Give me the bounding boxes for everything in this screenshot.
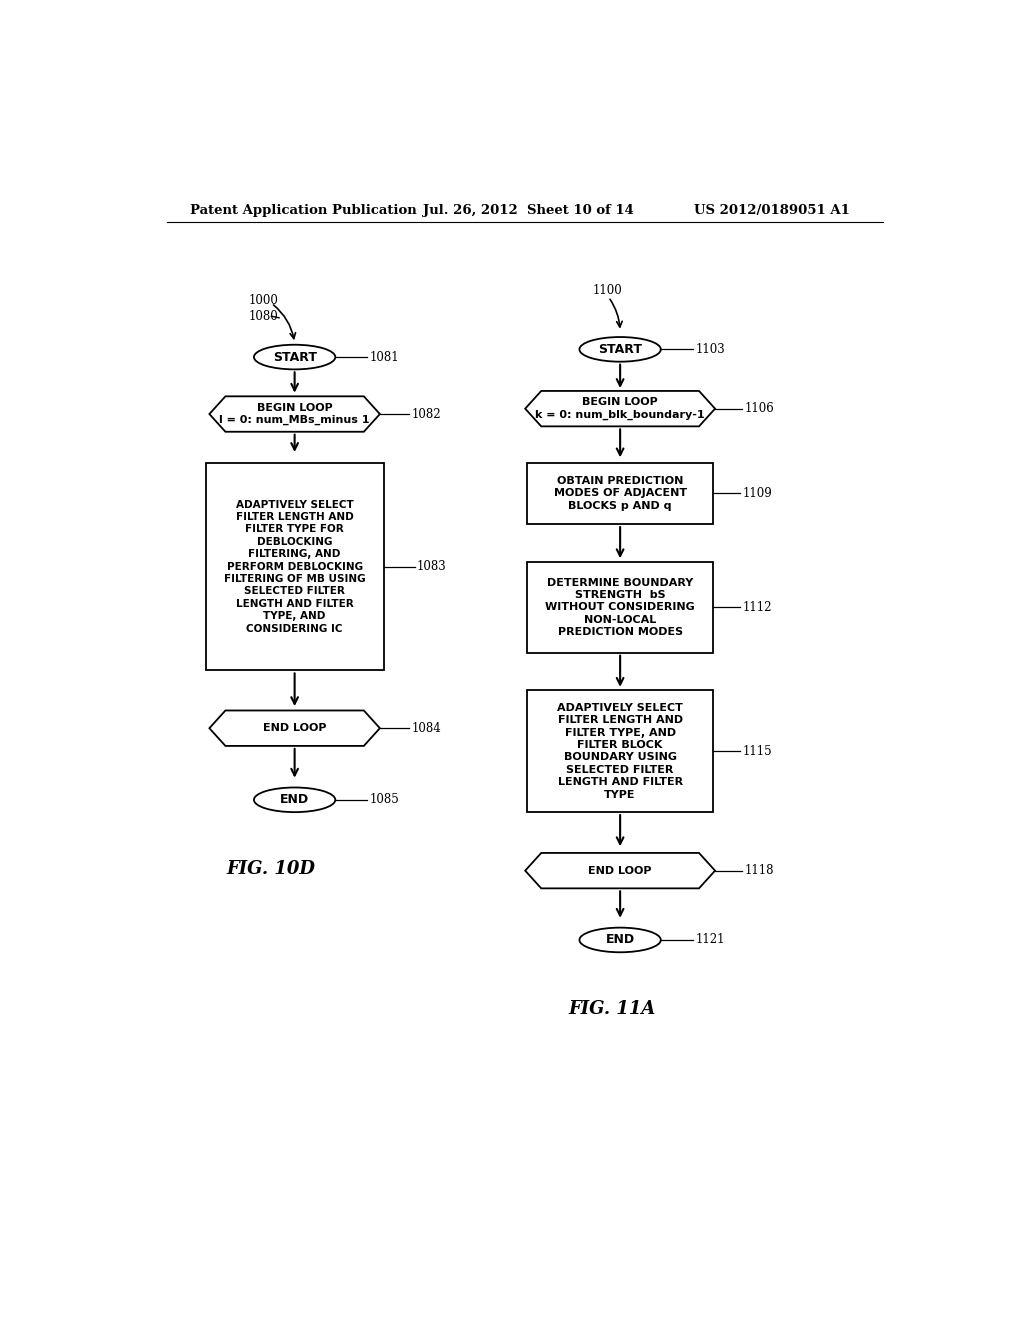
Text: ADAPTIVELY SELECT
FILTER LENGTH AND
FILTER TYPE FOR
DEBLOCKING
FILTERING, AND
PE: ADAPTIVELY SELECT FILTER LENGTH AND FILT… [224, 499, 366, 634]
Text: BEGIN LOOP
k = 0: num_blk_boundary-1: BEGIN LOOP k = 0: num_blk_boundary-1 [536, 397, 705, 420]
Text: 1109: 1109 [742, 487, 772, 500]
Text: FIG. 10D: FIG. 10D [227, 861, 315, 878]
Text: DETERMINE BOUNDARY
STRENGTH  bS
WITHOUT CONSIDERING
NON-LOCAL
PREDICTION MODES: DETERMINE BOUNDARY STRENGTH bS WITHOUT C… [545, 578, 695, 638]
Text: ADAPTIVELY SELECT
FILTER LENGTH AND
FILTER TYPE, AND
FILTER BLOCK
BOUNDARY USING: ADAPTIVELY SELECT FILTER LENGTH AND FILT… [557, 704, 683, 800]
Text: 1106: 1106 [744, 403, 774, 416]
Text: Jul. 26, 2012  Sheet 10 of 14: Jul. 26, 2012 Sheet 10 of 14 [423, 205, 634, 218]
Text: US 2012/0189051 A1: US 2012/0189051 A1 [693, 205, 850, 218]
Text: 1000: 1000 [248, 294, 278, 308]
Text: START: START [272, 351, 316, 363]
Text: END: END [605, 933, 635, 946]
Text: END LOOP: END LOOP [263, 723, 327, 733]
Text: 1084: 1084 [412, 722, 441, 735]
Text: 1082: 1082 [412, 408, 441, 421]
Text: 1118: 1118 [744, 865, 773, 878]
Text: FIG. 11A: FIG. 11A [568, 1001, 656, 1018]
Text: END LOOP: END LOOP [589, 866, 652, 875]
Text: BEGIN LOOP
l = 0: num_MBs_minus 1: BEGIN LOOP l = 0: num_MBs_minus 1 [219, 403, 370, 425]
Text: END: END [280, 793, 309, 807]
Text: START: START [598, 343, 642, 356]
Text: 1080: 1080 [248, 310, 278, 323]
Text: OBTAIN PREDICTION
MODES OF ADJACENT
BLOCKS p AND q: OBTAIN PREDICTION MODES OF ADJACENT BLOC… [554, 477, 687, 511]
Text: 1081: 1081 [370, 351, 399, 363]
Text: 1121: 1121 [695, 933, 725, 946]
Text: 1083: 1083 [417, 560, 446, 573]
Text: 1085: 1085 [370, 793, 399, 807]
Text: Patent Application Publication: Patent Application Publication [190, 205, 417, 218]
Text: 1103: 1103 [695, 343, 725, 356]
Text: 1112: 1112 [742, 601, 772, 614]
Text: 1100: 1100 [593, 284, 623, 297]
Text: 1115: 1115 [742, 744, 772, 758]
